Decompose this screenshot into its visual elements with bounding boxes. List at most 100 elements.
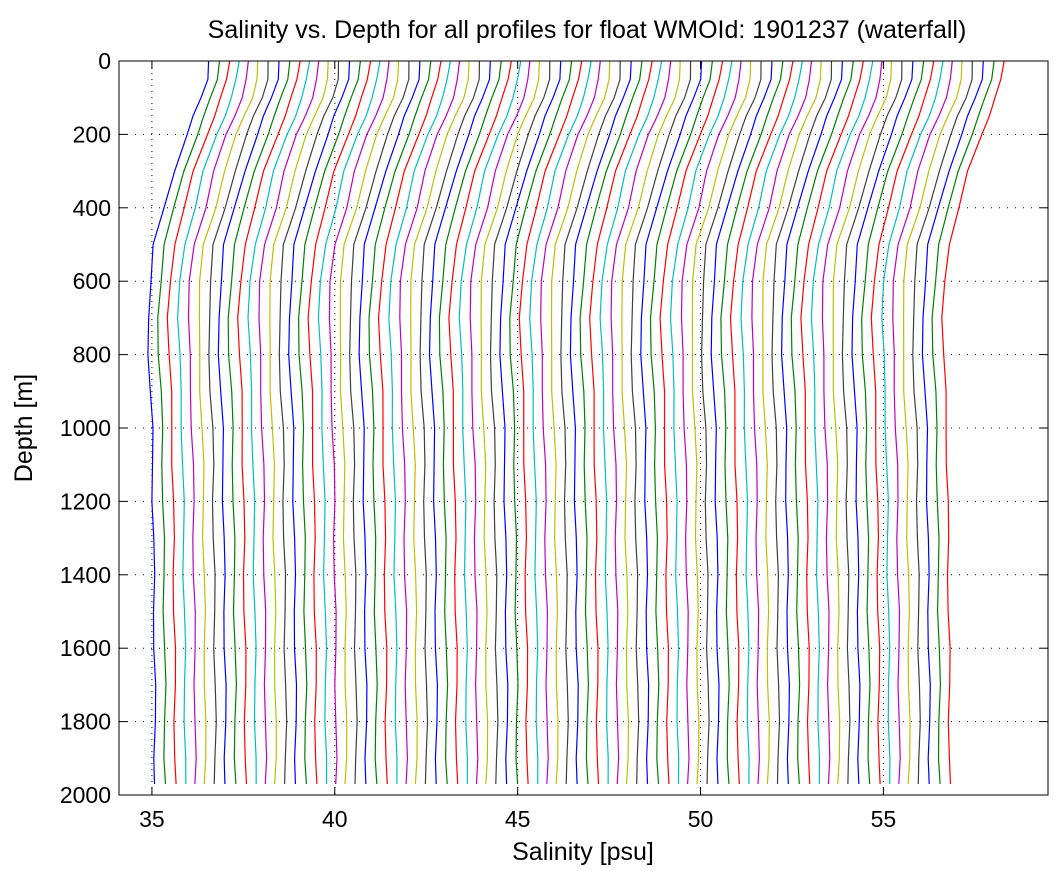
profile-line-44 [579,60,643,785]
profile-line-49 [630,60,692,785]
profile-line-2 [157,60,221,785]
y-tick-label: 400 [73,195,111,221]
profile-line-56 [700,60,762,785]
profile-line-54 [680,60,742,785]
profile-line-71 [851,60,914,785]
profile-line-79 [931,60,995,785]
profile-line-22 [358,60,421,785]
profile-line-61 [751,60,813,785]
profile-line-30 [438,60,502,785]
x-axis-label: Salinity [psu] [512,838,654,866]
profile-line-80 [941,60,1005,785]
profile-line-47 [610,60,672,785]
profile-line-31 [448,60,512,785]
profile-line-7 [208,60,269,785]
profile-line-3 [166,60,231,785]
profile-line-38 [518,60,583,785]
profile-line-28 [419,60,480,785]
profile-line-72 [861,60,925,785]
y-axis-label: Depth [m] [10,374,38,482]
profile-line-46 [599,60,663,785]
profile-line-73 [870,60,935,785]
profile-line-10 [237,60,301,785]
profile-line-57 [710,60,773,785]
x-tick-label: 50 [688,806,714,832]
profile-line-16 [297,60,361,785]
profile-line-24 [377,60,442,785]
profile-line-15 [288,60,351,785]
profile-line-41 [550,60,611,785]
profile-line-19 [328,60,390,785]
profile-line-50 [640,60,703,785]
profile-line-75 [892,60,953,785]
profile-line-78 [921,60,984,785]
profile-line-62 [762,60,822,785]
profile-line-23 [368,60,432,785]
profile-line-68 [821,60,883,785]
profile-line-1 [147,60,210,785]
y-tick-label: 600 [73,268,111,294]
profile-line-74 [881,60,944,785]
y-tick-label: 1200 [60,488,111,514]
y-tick-label: 2000 [60,782,111,808]
profile-line-63 [771,60,833,785]
profile-lines [147,60,1005,785]
profile-line-45 [589,60,653,785]
profile-line-17 [307,60,372,785]
profile-line-77 [912,60,973,785]
y-axis-ticks: 0 200 400 600 800 1000 1200 1400 1600 1800 2000 [60,48,1048,808]
x-tick-label: 40 [322,806,348,832]
profile-line-26 [399,60,461,785]
x-tick-label: 45 [505,806,531,832]
chart-title: Salinity vs. Depth for all profiles for … [208,16,967,44]
plot-area [118,60,1049,796]
profile-line-76 [902,60,963,785]
profile-line-60 [740,60,803,785]
profile-line-58 [720,60,784,785]
profile-line-66 [800,60,864,785]
y-tick-label: 1800 [60,709,111,735]
profile-line-20 [339,60,400,785]
profile-line-42 [560,60,621,785]
profile-line-69 [832,60,893,785]
profile-line-12 [258,60,320,785]
profile-line-32 [458,60,522,785]
y-tick-label: 1000 [60,415,111,441]
profile-line-9 [227,60,291,785]
profile-line-40 [540,60,601,785]
profile-line-27 [410,60,470,785]
profile-line-14 [278,60,340,785]
profile-line-13 [269,60,329,785]
y-tick-label: 1400 [60,562,111,588]
profile-line-37 [509,60,573,785]
x-axis-ticks: 35 40 45 50 55 [139,61,896,832]
profile-line-8 [217,60,280,785]
y-tick-label: 800 [73,342,111,368]
profile-line-51 [649,60,713,785]
profile-line-5 [187,60,249,785]
profile-line-67 [810,60,874,785]
profile-line-4 [176,60,240,785]
y-tick-label: 0 [98,48,111,74]
profile-line-39 [529,60,592,785]
profile-line-55 [691,60,752,785]
profile-line-21 [349,60,410,785]
profile-line-35 [489,60,551,785]
profile-line-18 [317,60,381,785]
profile-line-36 [499,60,562,785]
y-tick-label: 1600 [60,635,111,661]
profile-line-65 [790,60,854,785]
profile-line-48 [621,60,681,785]
profile-line-70 [841,60,903,785]
y-tick-label: 200 [73,121,111,147]
profile-line-33 [469,60,531,785]
profile-line-52 [659,60,724,785]
profile-line-34 [480,60,540,785]
x-tick-label: 35 [139,806,165,832]
profile-line-43 [569,60,632,785]
profile-line-6 [198,60,259,785]
profile-line-29 [428,60,491,785]
profile-line-25 [388,60,451,785]
profile-line-64 [780,60,843,785]
